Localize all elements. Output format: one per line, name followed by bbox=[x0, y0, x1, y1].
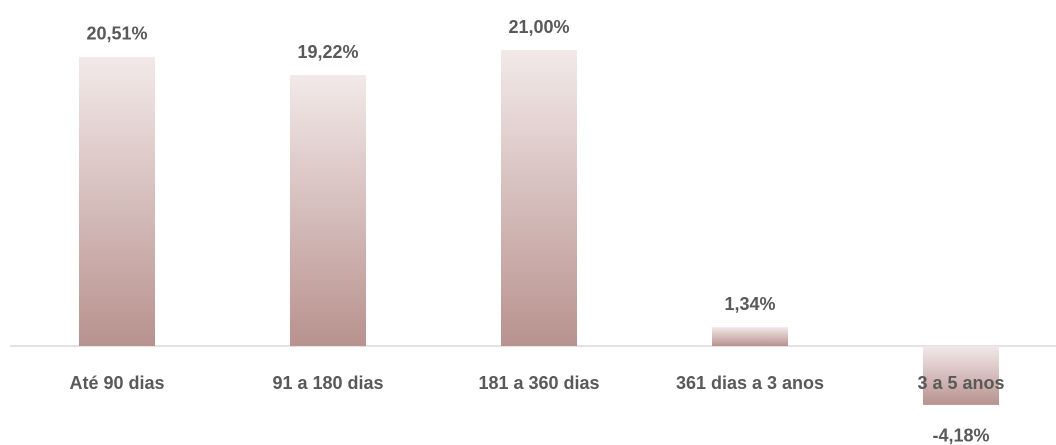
bar bbox=[501, 50, 577, 346]
x-tick-label: 361 dias a 3 anos bbox=[676, 373, 824, 393]
data-label: -4,18% bbox=[932, 426, 989, 445]
data-label: 19,22% bbox=[297, 42, 358, 62]
bar bbox=[712, 327, 788, 346]
x-tick-label: 3 a 5 anos bbox=[917, 373, 1004, 393]
bar bbox=[290, 75, 366, 346]
data-label: 20,51% bbox=[86, 24, 147, 44]
bar bbox=[79, 56, 155, 346]
x-tick-label: Até 90 dias bbox=[69, 373, 164, 393]
data-label: 21,00% bbox=[508, 17, 569, 37]
data-label: 1,34% bbox=[724, 294, 775, 314]
x-tick-label: 91 a 180 dias bbox=[272, 373, 383, 393]
x-tick-label: 181 a 360 dias bbox=[478, 373, 599, 393]
bar bbox=[923, 346, 999, 405]
